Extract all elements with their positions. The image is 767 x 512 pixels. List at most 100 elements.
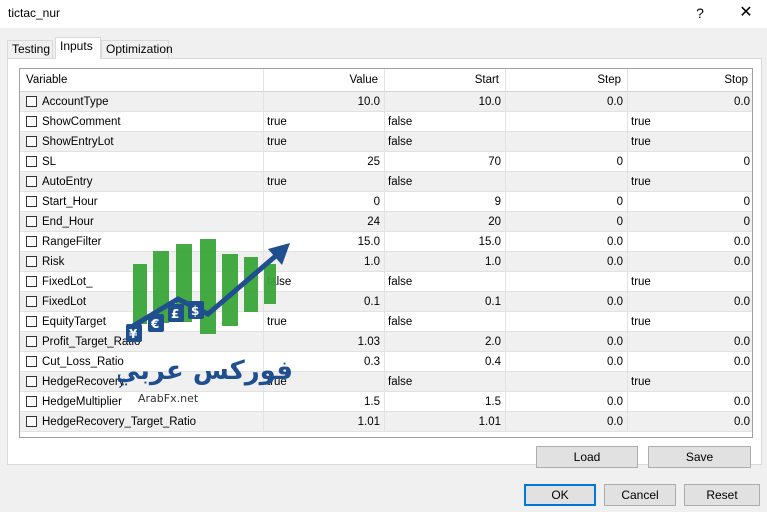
- step-cell[interactable]: 0.0: [506, 92, 628, 112]
- value-cell[interactable]: true: [264, 372, 385, 392]
- start-cell[interactable]: 1.0: [385, 252, 506, 272]
- optimize-checkbox[interactable]: [26, 136, 37, 147]
- optimize-checkbox[interactable]: [26, 236, 37, 247]
- stop-cell[interactable]: 0: [743, 156, 750, 168]
- value-cell[interactable]: 0.3: [264, 352, 385, 372]
- value-cell[interactable]: true: [264, 132, 385, 152]
- optimize-checkbox[interactable]: [26, 196, 37, 207]
- step-cell[interactable]: [506, 112, 628, 132]
- optimize-checkbox[interactable]: [26, 416, 37, 427]
- step-cell[interactable]: 0.0: [506, 252, 628, 272]
- table-row[interactable]: Cut_Loss_Ratio 0.3 0.4 0.0 0.0: [20, 352, 752, 372]
- optimize-checkbox[interactable]: [26, 156, 37, 167]
- column-header-start[interactable]: Start: [385, 69, 506, 92]
- stop-cell[interactable]: true: [631, 276, 651, 288]
- table-row[interactable]: Risk 1.0 1.0 0.0 0.0: [20, 252, 752, 272]
- value-cell[interactable]: false: [264, 272, 385, 292]
- table-row[interactable]: AccountType 10.0 10.0 0.0 0.0: [20, 92, 752, 112]
- value-cell[interactable]: true: [264, 112, 385, 132]
- value-cell[interactable]: 1.01: [264, 412, 385, 432]
- value-cell[interactable]: 1.03: [264, 332, 385, 352]
- optimize-checkbox[interactable]: [26, 256, 37, 267]
- start-cell[interactable]: 10.0: [385, 92, 506, 112]
- step-cell[interactable]: 0.0: [506, 292, 628, 312]
- table-row[interactable]: SL 25 70 0 0: [20, 152, 752, 172]
- optimize-checkbox[interactable]: [26, 216, 37, 227]
- stop-cell[interactable]: 0: [743, 196, 750, 208]
- value-cell[interactable]: true: [264, 172, 385, 192]
- table-row[interactable]: AutoEntry true false true: [20, 172, 752, 192]
- tab-optimization[interactable]: Optimization: [101, 40, 173, 58]
- optimize-checkbox[interactable]: [26, 176, 37, 187]
- tab-inputs[interactable]: Inputs: [55, 37, 101, 59]
- start-cell[interactable]: 1.5: [385, 392, 506, 412]
- stop-cell[interactable]: true: [631, 136, 651, 148]
- step-cell[interactable]: [506, 272, 628, 292]
- step-cell[interactable]: [506, 132, 628, 152]
- stop-cell[interactable]: 0.0: [734, 236, 750, 248]
- optimize-checkbox[interactable]: [26, 336, 37, 347]
- value-cell[interactable]: 25: [264, 152, 385, 172]
- cancel-button[interactable]: Cancel: [604, 484, 676, 506]
- table-row[interactable]: EquityTarget true false true: [20, 312, 752, 332]
- step-cell[interactable]: [506, 312, 628, 332]
- stop-cell[interactable]: 0.0: [734, 356, 750, 368]
- step-cell[interactable]: 0.0: [506, 352, 628, 372]
- table-row[interactable]: Start_Hour 0 9 0 0: [20, 192, 752, 212]
- optimize-checkbox[interactable]: [26, 296, 37, 307]
- stop-cell[interactable]: 0.0: [734, 336, 750, 348]
- column-header-value[interactable]: Value: [264, 69, 385, 92]
- reset-button[interactable]: Reset: [684, 484, 760, 506]
- table-row[interactable]: HedgeRecovery_Target_Ratio 1.01 1.01 0.0 0.0: [20, 412, 752, 432]
- table-row[interactable]: FixedLot 0.1 0.1 0.0 0.0: [20, 292, 752, 312]
- start-cell[interactable]: 1.01: [385, 412, 506, 432]
- start-cell[interactable]: false: [385, 172, 506, 192]
- stop-cell[interactable]: 0.0: [734, 416, 750, 428]
- step-cell[interactable]: 0.0: [506, 332, 628, 352]
- stop-cell[interactable]: 0.0: [734, 396, 750, 408]
- start-cell[interactable]: false: [385, 372, 506, 392]
- table-row[interactable]: ShowComment true false true: [20, 112, 752, 132]
- stop-cell[interactable]: 0.0: [734, 256, 750, 268]
- column-header-variable[interactable]: Variable: [20, 69, 264, 92]
- table-row[interactable]: End_Hour 24 20 0 0: [20, 212, 752, 232]
- optimize-checkbox[interactable]: [26, 96, 37, 107]
- stop-cell[interactable]: true: [631, 376, 651, 388]
- step-cell[interactable]: 0: [506, 152, 628, 172]
- value-cell[interactable]: 15.0: [264, 232, 385, 252]
- stop-cell[interactable]: true: [631, 316, 651, 328]
- step-cell[interactable]: 0.0: [506, 412, 628, 432]
- table-row[interactable]: FixedLot_ false false true: [20, 272, 752, 292]
- table-row[interactable]: ShowEntryLot true false true: [20, 132, 752, 152]
- value-cell[interactable]: true: [264, 312, 385, 332]
- table-row[interactable]: HedgeMultiplier 1.5 1.5 0.0 0.0: [20, 392, 752, 412]
- stop-cell[interactable]: 0.0: [734, 96, 750, 108]
- table-row[interactable]: HedgeRecovery true false true: [20, 372, 752, 392]
- step-cell[interactable]: [506, 172, 628, 192]
- save-button[interactable]: Save: [648, 446, 751, 468]
- column-header-step[interactable]: Step: [506, 69, 628, 92]
- start-cell[interactable]: 15.0: [385, 232, 506, 252]
- optimize-checkbox[interactable]: [26, 396, 37, 407]
- stop-cell[interactable]: true: [631, 176, 651, 188]
- step-cell[interactable]: [506, 372, 628, 392]
- table-row[interactable]: Profit_Target_Ratio 1.03 2.0 0.0 0.0: [20, 332, 752, 352]
- stop-cell[interactable]: 0.0: [734, 296, 750, 308]
- start-cell[interactable]: 9: [385, 192, 506, 212]
- start-cell[interactable]: 70: [385, 152, 506, 172]
- tab-testing[interactable]: Testing: [7, 40, 53, 58]
- step-cell[interactable]: 0: [506, 192, 628, 212]
- start-cell[interactable]: false: [385, 272, 506, 292]
- close-button[interactable]: ✕: [739, 4, 753, 21]
- optimize-checkbox[interactable]: [26, 316, 37, 327]
- value-cell[interactable]: 10.0: [264, 92, 385, 112]
- ok-button[interactable]: OK: [524, 484, 596, 506]
- step-cell[interactable]: 0: [506, 212, 628, 232]
- start-cell[interactable]: 20: [385, 212, 506, 232]
- load-button[interactable]: Load: [536, 446, 638, 468]
- stop-cell[interactable]: true: [631, 116, 651, 128]
- start-cell[interactable]: false: [385, 132, 506, 152]
- start-cell[interactable]: 2.0: [385, 332, 506, 352]
- value-cell[interactable]: 1.5: [264, 392, 385, 412]
- start-cell[interactable]: 0.4: [385, 352, 506, 372]
